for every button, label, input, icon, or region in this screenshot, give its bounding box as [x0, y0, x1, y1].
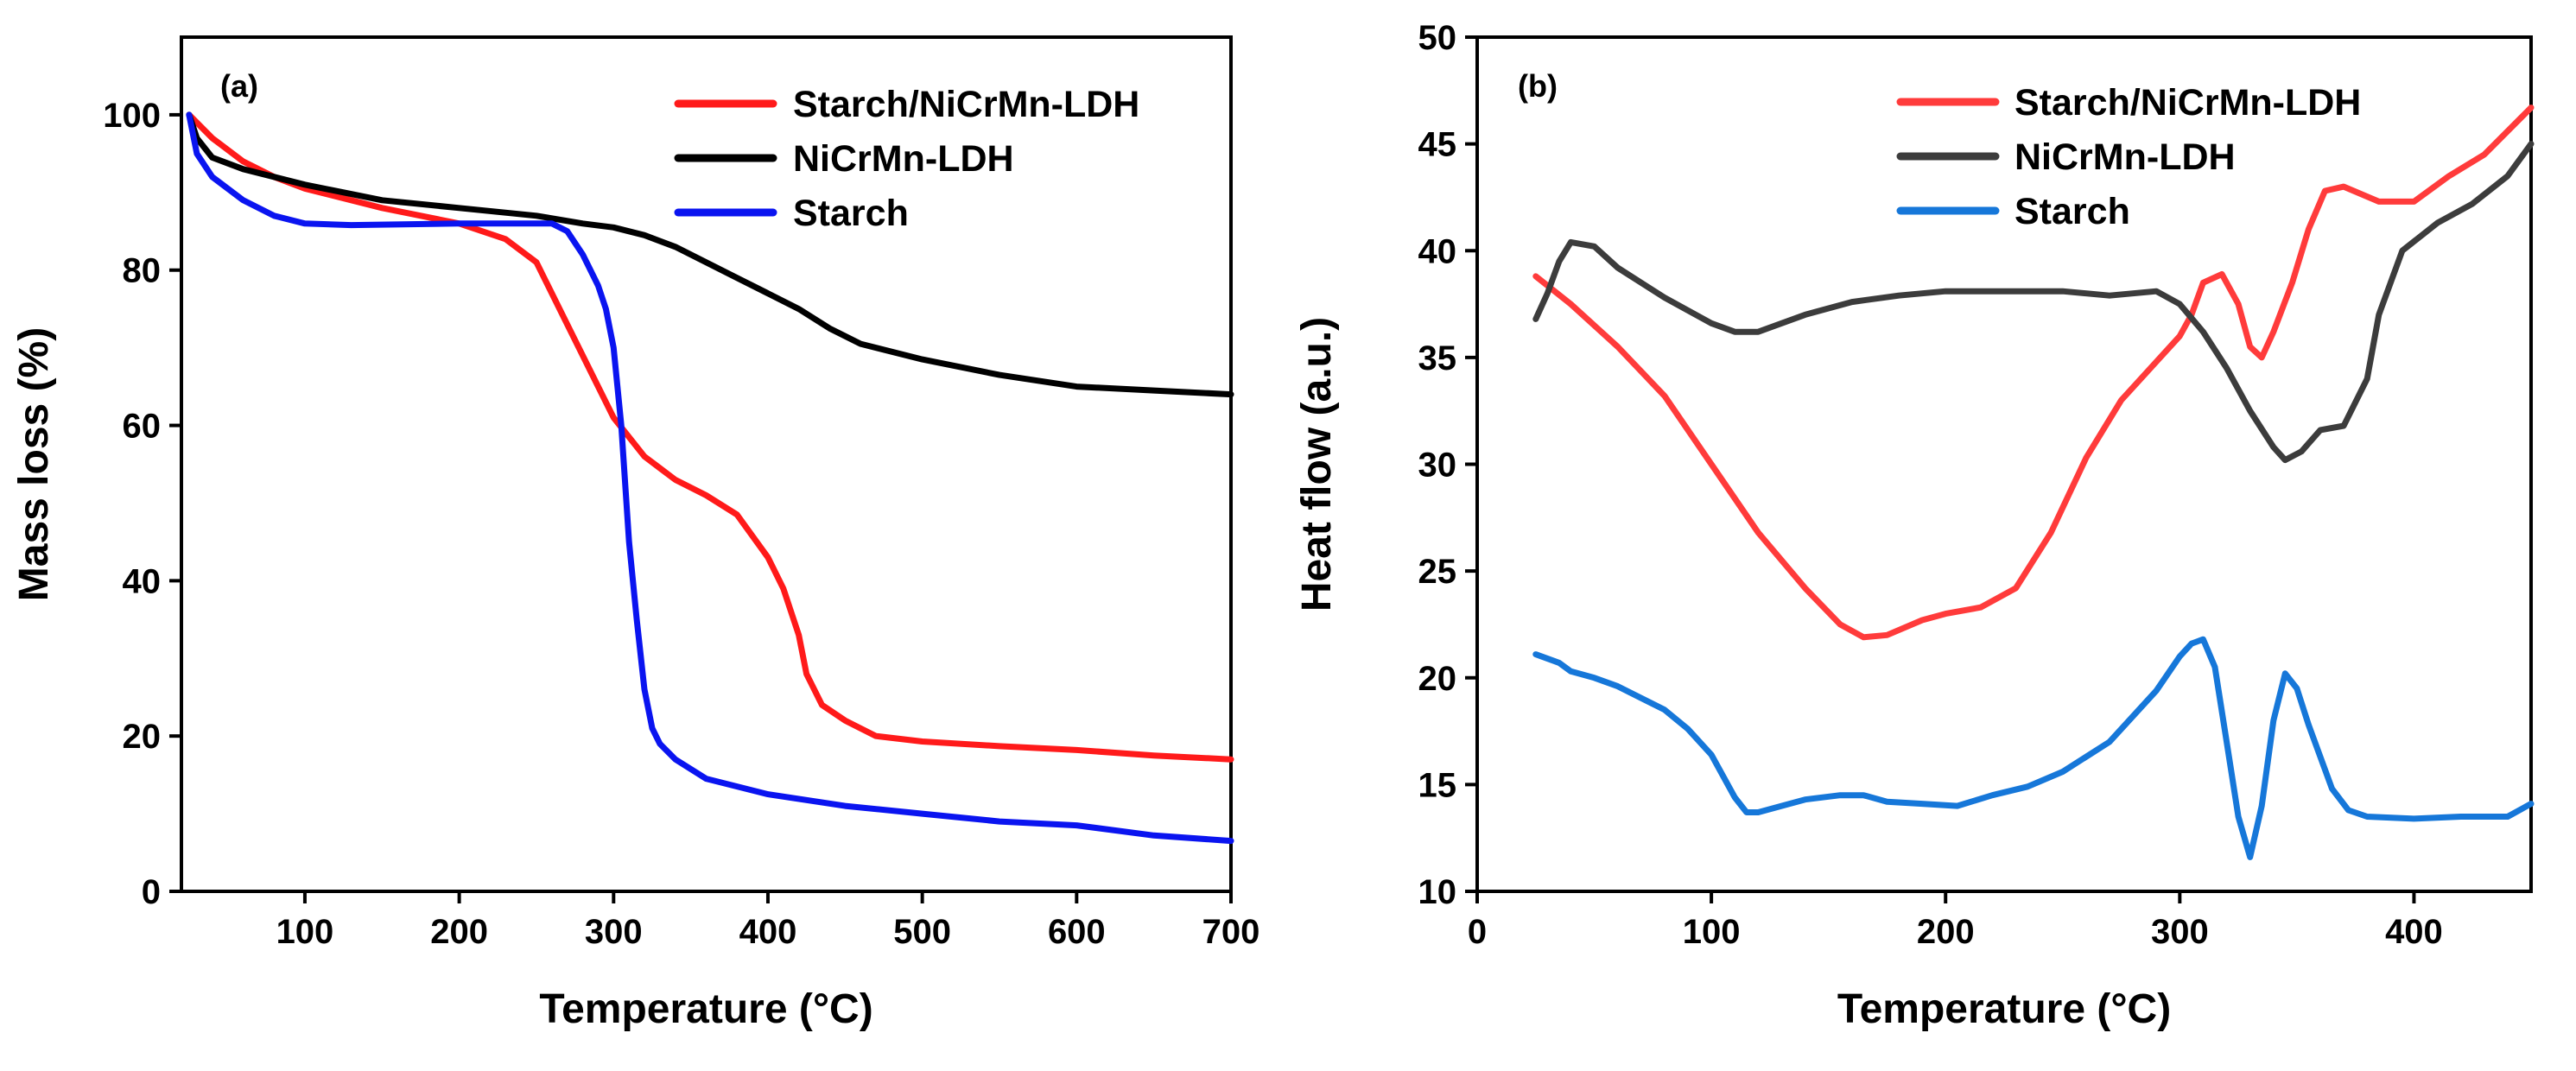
c0-legend-label-2: Starch [793, 193, 909, 234]
c1-legend-label-2: Starch [2014, 191, 2130, 232]
c1-x-axis-title: Temperature (°C) [1837, 986, 2171, 1032]
c0-legend-label-1: NiCrMn-LDH [793, 138, 1014, 180]
c1-plot-frame [1475, 35, 2533, 893]
c0-y-tick-label: 100 [103, 97, 161, 135]
c0-y-tick-label: 80 [123, 252, 162, 290]
c1-y-axis-title: Heat flow (a.u.) [1294, 317, 1340, 612]
c1-y-tick-label: 25 [1418, 553, 1457, 591]
c1-y-tick-label: 40 [1418, 232, 1457, 270]
c1-series-line-1 [1532, 141, 2535, 464]
c1-series-line-0 [1532, 105, 2535, 641]
c1-legend-label-0: Starch/NiCrMn-LDH [2014, 82, 2361, 124]
c1-x-tick-label: 100 [1683, 913, 1741, 951]
c1-y-tick-label: 20 [1418, 660, 1457, 698]
c1-legend-label-1: NiCrMn-LDH [2014, 136, 2236, 178]
c0-y-tick-label: 0 [142, 873, 161, 911]
c1-y-tick-label: 50 [1418, 19, 1457, 57]
c0-x-tick-label: 500 [893, 913, 951, 951]
c0-plot-frame [180, 35, 1233, 893]
c1-x-tick-label: 300 [2151, 913, 2209, 951]
c0-y-tick-label: 60 [123, 408, 162, 446]
c0-series-line-0 [186, 111, 1234, 763]
c1-x-tick-label: 0 [1468, 913, 1487, 951]
c1-y-tick-label: 10 [1418, 873, 1457, 911]
c0-x-tick-label: 200 [430, 913, 488, 951]
panel-b: 0 100 200 300 400 10 15 20 25 30 35 40 45 50 Temperatu… [1294, 19, 2535, 1032]
c1-y-tick-label: 35 [1418, 339, 1457, 377]
c1-y-tick-label: 30 [1418, 447, 1457, 485]
c1-x-tick-label: 400 [2385, 913, 2443, 951]
c1-y-tick-label: 45 [1418, 126, 1457, 164]
c0-x-tick-label: 600 [1048, 913, 1106, 951]
c1-panel-label: (b) [1518, 68, 1558, 104]
panel-a: 100 200 300 400 500 600 700 0 20 40 60 80 100 Tempera… [11, 35, 1260, 1032]
c0-x-tick-label: 700 [1202, 913, 1260, 951]
c0-series-line-2 [186, 111, 1234, 845]
c0-panel-label: (a) [220, 68, 258, 104]
c1-series-line-2 [1532, 636, 2535, 860]
c0-x-tick-label: 300 [585, 913, 643, 951]
c0-legend-label-0: Starch/NiCrMn-LDH [793, 84, 1139, 125]
c0-y-tick-label: 20 [123, 718, 162, 756]
c0-y-axis-title: Mass loss (%) [11, 327, 57, 601]
c1-x-tick-label: 200 [1917, 913, 1975, 951]
c0-x-tick-label: 100 [276, 913, 334, 951]
c0-y-tick-label: 40 [123, 562, 162, 600]
c0-series-line-1 [186, 111, 1234, 398]
c0-x-axis-title: Temperature (°C) [539, 986, 872, 1032]
c1-y-tick-label: 15 [1418, 766, 1457, 804]
c0-x-tick-label: 400 [739, 913, 797, 951]
